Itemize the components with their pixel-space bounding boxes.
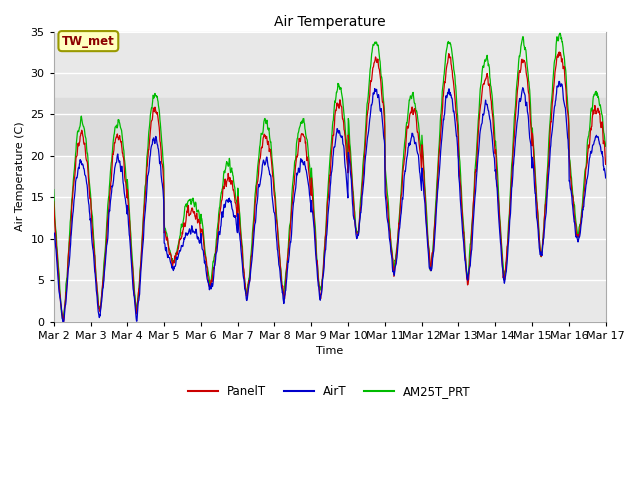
AM25T_PRT <box>235 199 243 204</box>
AM25T_PRT <box>536 249 544 254</box>
PanelT <box>159 176 167 182</box>
AM25T_PRT <box>556 30 564 36</box>
Legend: PanelT, AirT, AM25T_PRT: PanelT, AirT, AM25T_PRT <box>184 380 476 403</box>
PanelT <box>536 249 544 254</box>
PanelT <box>416 145 424 151</box>
Y-axis label: Air Temperature (C): Air Temperature (C) <box>15 122 25 231</box>
AM25T_PRT <box>59 317 67 323</box>
AM25T_PRT <box>488 89 495 95</box>
AM25T_PRT <box>159 160 167 166</box>
AirT <box>59 319 67 324</box>
AirT <box>602 175 609 181</box>
AirT <box>235 223 243 229</box>
PanelT <box>602 161 609 167</box>
AM25T_PRT <box>173 249 180 255</box>
PanelT <box>488 106 495 112</box>
Bar <box>54 98 605 156</box>
Line: AM25T_PRT: AM25T_PRT <box>54 33 605 320</box>
Title: Air Temperature: Air Temperature <box>274 15 385 29</box>
AM25T_PRT <box>50 187 58 192</box>
PanelT <box>60 319 67 324</box>
AirT <box>416 169 424 175</box>
Line: PanelT: PanelT <box>54 52 605 322</box>
PanelT <box>50 199 58 204</box>
Text: TW_met: TW_met <box>62 35 115 48</box>
PanelT <box>235 202 243 208</box>
Line: AirT: AirT <box>54 82 605 322</box>
AirT <box>488 131 495 136</box>
AirT <box>173 254 180 260</box>
AirT <box>50 230 58 236</box>
X-axis label: Time: Time <box>316 346 343 356</box>
AM25T_PRT <box>602 144 609 149</box>
PanelT <box>556 49 563 55</box>
AM25T_PRT <box>416 136 424 142</box>
AirT <box>556 79 563 84</box>
AirT <box>536 252 544 258</box>
PanelT <box>173 250 180 256</box>
AirT <box>159 194 167 200</box>
